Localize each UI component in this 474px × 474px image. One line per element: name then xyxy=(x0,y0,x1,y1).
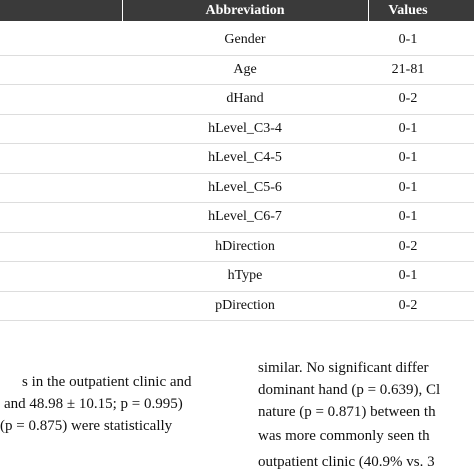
table-row: pDirection 0-2 xyxy=(0,291,474,321)
header-cell: Abbreviation xyxy=(205,3,285,18)
value-cell: 0-1 xyxy=(398,120,418,136)
abbreviation-cell: hLevel_C5-6 xyxy=(208,179,282,195)
table-row: hLevel_C3-4 0-1 xyxy=(0,114,474,144)
table-row: hDirection 0-2 xyxy=(0,232,474,262)
text-line: (p = 0.875) were statistically xyxy=(0,418,173,434)
abbreviation-cell: hLevel_C3-4 xyxy=(208,120,282,136)
value-cell: 0-1 xyxy=(398,32,418,47)
table-row: hLevel_C6-7 0-1 xyxy=(0,202,474,233)
value-cell: 0-1 xyxy=(398,209,418,224)
abbreviation-cell: Gender xyxy=(224,32,266,47)
text-line: was more commonly seen th xyxy=(258,428,430,444)
text-line: s in the outpatient clinic and xyxy=(22,374,192,390)
table-row: Age 21-81 xyxy=(0,55,474,85)
text-line: nature (p = 0.871) between th xyxy=(258,404,436,420)
value-cell: 0-1 xyxy=(398,179,418,195)
value-cell: 0-1 xyxy=(398,268,418,283)
table-row: hLevel_C5-6 0-1 xyxy=(0,173,474,203)
header-cell: Values xyxy=(388,3,428,18)
value-cell: 21-81 xyxy=(391,61,425,77)
abbreviation-cell: hDirection xyxy=(215,238,275,254)
table-row: hLevel_C4-5 0-1 xyxy=(0,143,474,174)
text-line: dominant hand (p = 0.639), Cl xyxy=(258,382,441,398)
header-separator xyxy=(122,0,123,21)
header-separator xyxy=(368,0,369,21)
table-row: hType 0-1 xyxy=(0,261,474,292)
abbreviation-cell: Age xyxy=(233,61,257,77)
abbreviation-cell: pDirection xyxy=(215,297,275,313)
text-line: similar. No significant differ xyxy=(258,360,429,376)
table-row: dHand 0-2 xyxy=(0,84,474,115)
table-header: Abbreviation Values xyxy=(0,0,474,21)
abbreviation-cell: dHand xyxy=(226,91,264,106)
text-line: outpatient clinic (40.9% vs. 3 xyxy=(258,454,435,470)
abbreviation-cell: hType xyxy=(227,268,263,283)
value-cell: 0-2 xyxy=(398,297,418,313)
abbreviation-cell: hLevel_C6-7 xyxy=(208,209,282,224)
value-cell: 0-2 xyxy=(398,91,418,106)
table-row: Gender 0-1 xyxy=(0,25,474,56)
value-cell: 0-2 xyxy=(398,238,418,254)
text-line: and 48.98 ± 10.15; p = 0.995) xyxy=(4,396,183,412)
abbreviation-cell: hLevel_C4-5 xyxy=(208,150,282,165)
value-cell: 0-1 xyxy=(398,150,418,165)
